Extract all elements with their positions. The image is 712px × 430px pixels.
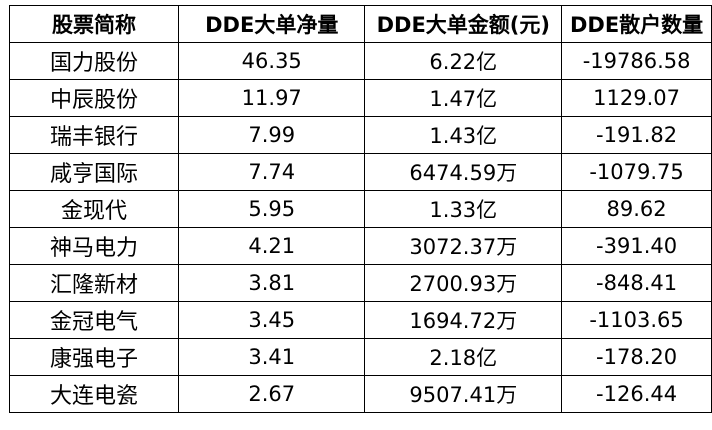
cell-retail-count: -19786.58 bbox=[561, 42, 712, 80]
cell-amount: 3072.37万 bbox=[364, 227, 563, 265]
cell-stock-name: 咸亨国际 bbox=[8, 153, 180, 191]
dde-table: 股票简称 DDE大单净量 DDE大单金额(元) DDE散户数量 国力股份 46.… bbox=[8, 5, 712, 413]
cell-amount: 2.18亿 bbox=[364, 338, 563, 376]
table-row: 咸亨国际 7.74 6474.59万 -1079.75 bbox=[8, 153, 712, 191]
cell-stock-name: 神马电力 bbox=[8, 227, 180, 265]
header-row: 股票简称 DDE大单净量 DDE大单金额(元) DDE散户数量 bbox=[8, 5, 712, 43]
cell-net-volume: 4.21 bbox=[178, 227, 366, 265]
cell-net-volume: 2.67 bbox=[178, 375, 366, 413]
header-stock-name: 股票简称 bbox=[8, 5, 180, 43]
cell-stock-name: 中辰股份 bbox=[8, 79, 180, 117]
table-row: 金现代 5.95 1.33亿 89.62 bbox=[8, 190, 712, 228]
table-row: 康强电子 3.41 2.18亿 -178.20 bbox=[8, 338, 712, 376]
cell-net-volume: 7.99 bbox=[178, 116, 366, 154]
cell-amount: 9507.41万 bbox=[364, 375, 563, 413]
cell-amount: 6474.59万 bbox=[364, 153, 563, 191]
cell-amount: 1694.72万 bbox=[364, 301, 563, 339]
cell-net-volume: 3.81 bbox=[178, 264, 366, 302]
table-row: 国力股份 46.35 6.22亿 -19786.58 bbox=[8, 42, 712, 80]
cell-stock-name: 金冠电气 bbox=[8, 301, 180, 339]
cell-retail-count: 89.62 bbox=[561, 190, 712, 228]
cell-net-volume: 46.35 bbox=[178, 42, 366, 80]
cell-stock-name: 康强电子 bbox=[8, 338, 180, 376]
cell-stock-name: 瑞丰银行 bbox=[8, 116, 180, 154]
table-row: 中辰股份 11.97 1.47亿 1129.07 bbox=[8, 79, 712, 117]
cell-amount: 1.43亿 bbox=[364, 116, 563, 154]
cell-net-volume: 7.74 bbox=[178, 153, 366, 191]
cell-retail-count: -1103.65 bbox=[561, 301, 712, 339]
cell-retail-count: 1129.07 bbox=[561, 79, 712, 117]
cell-stock-name: 国力股份 bbox=[8, 42, 180, 80]
cell-amount: 2700.93万 bbox=[364, 264, 563, 302]
cell-stock-name: 汇隆新材 bbox=[8, 264, 180, 302]
cell-amount: 1.33亿 bbox=[364, 190, 563, 228]
cell-retail-count: -191.82 bbox=[561, 116, 712, 154]
cell-retail-count: -848.41 bbox=[561, 264, 712, 302]
cell-net-volume: 5.95 bbox=[178, 190, 366, 228]
table-row: 神马电力 4.21 3072.37万 -391.40 bbox=[8, 227, 712, 265]
cell-net-volume: 3.45 bbox=[178, 301, 366, 339]
cell-amount: 1.47亿 bbox=[364, 79, 563, 117]
table-row: 瑞丰银行 7.99 1.43亿 -191.82 bbox=[8, 116, 712, 154]
table-row: 汇隆新材 3.81 2700.93万 -848.41 bbox=[8, 264, 712, 302]
cell-net-volume: 3.41 bbox=[178, 338, 366, 376]
cell-retail-count: -391.40 bbox=[561, 227, 712, 265]
cell-retail-count: -1079.75 bbox=[561, 153, 712, 191]
cell-stock-name: 大连电瓷 bbox=[8, 375, 180, 413]
header-dde-net-volume: DDE大单净量 bbox=[178, 5, 366, 43]
table-row: 大连电瓷 2.67 9507.41万 -126.44 bbox=[8, 375, 712, 413]
cell-amount: 6.22亿 bbox=[364, 42, 563, 80]
header-dde-amount: DDE大单金额(元) bbox=[364, 5, 563, 43]
header-dde-retail-count: DDE散户数量 bbox=[561, 5, 712, 43]
cell-retail-count: -178.20 bbox=[561, 338, 712, 376]
cell-retail-count: -126.44 bbox=[561, 375, 712, 413]
cell-net-volume: 11.97 bbox=[178, 79, 366, 117]
table-row: 金冠电气 3.45 1694.72万 -1103.65 bbox=[8, 301, 712, 339]
cell-stock-name: 金现代 bbox=[8, 190, 180, 228]
